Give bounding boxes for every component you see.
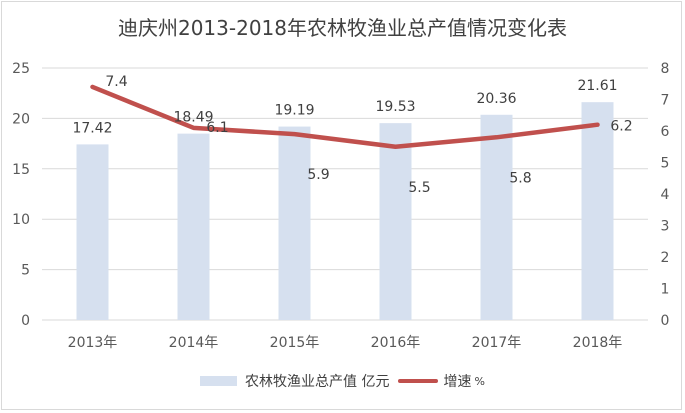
bar-value-label: 19.53: [375, 99, 415, 115]
bar-value-label: 21.61: [577, 78, 617, 94]
y-left-tick-label: 20: [12, 111, 30, 127]
legend-item-growth: 增速 %: [397, 371, 485, 391]
x-tick-label: 2016年: [371, 335, 421, 351]
bar: [177, 133, 210, 320]
growth-line: [90, 84, 600, 149]
line-value-label: 6.2: [610, 119, 632, 135]
line-value-label: 6.1: [206, 120, 228, 136]
y-right-tick-label: 0: [661, 313, 670, 329]
legend-bar-swatch: [200, 376, 238, 386]
chart-title: 迪庆州2013-2018年农林牧渔业总产值情况变化表: [117, 16, 567, 40]
bar: [581, 102, 614, 320]
y-left-tick-label: 10: [12, 212, 30, 228]
x-tick-label: 2015年: [270, 335, 320, 351]
y-right-tick-label: 4: [661, 187, 670, 203]
y-right-tick-label: 1: [661, 282, 670, 298]
y-left-tick-label: 15: [12, 162, 30, 178]
bar: [278, 126, 311, 321]
line-value-label: 5.5: [408, 180, 430, 196]
y-left-tick-label: 5: [21, 263, 30, 279]
y-right-tick-label: 8: [661, 61, 670, 77]
x-tick-label: 2013年: [68, 335, 118, 351]
chart-legend: 农林牧渔业总产值 亿元 增速 %: [0, 371, 685, 391]
y-right-tick-label: 2: [661, 250, 670, 266]
bar: [480, 114, 513, 320]
bar: [76, 144, 109, 320]
y-right-tick-label: 3: [661, 219, 670, 235]
y-right-tick-label: 7: [661, 93, 670, 109]
legend-line-swatch: [397, 379, 438, 383]
line-value-label: 5.8: [509, 170, 531, 186]
legend-bar-label: 农林牧渔业总产值 亿元: [245, 374, 390, 390]
legend-line-label: 增速: [443, 374, 472, 390]
x-tick-label: 2018年: [573, 335, 623, 351]
legend-item-output: 农林牧渔业总产值 亿元: [200, 371, 390, 391]
y-left-tick-label: 0: [21, 313, 30, 329]
y-right-tick-label: 5: [661, 156, 670, 172]
legend-line-unit: %: [474, 374, 485, 388]
line-value-label: 7.4: [105, 74, 127, 90]
bar: [379, 123, 412, 320]
y-right-tick-label: 6: [661, 124, 670, 140]
bar-value-label: 19.19: [274, 103, 314, 119]
x-tick-label: 2017年: [472, 335, 522, 351]
x-tick-label: 2014年: [169, 335, 219, 351]
y-left-tick-label: 25: [12, 61, 30, 77]
line-value-label: 5.9: [307, 167, 329, 183]
bar-value-label: 17.42: [72, 120, 112, 136]
bar-value-label: 18.49: [173, 110, 213, 126]
bar-value-label: 20.36: [476, 91, 516, 107]
